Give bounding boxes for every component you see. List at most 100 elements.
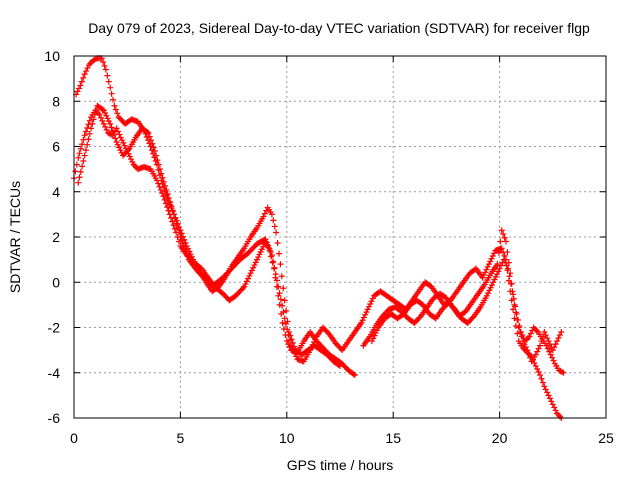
data-point-marker [479, 274, 486, 281]
data-point-marker [505, 277, 512, 284]
data-point-marker [175, 238, 182, 245]
data-point-marker [275, 250, 282, 257]
data-point-marker [266, 245, 273, 252]
data-point-marker [522, 344, 529, 351]
data-point-marker [535, 345, 542, 352]
data-point-marker [84, 65, 91, 72]
data-point-marker [544, 389, 551, 396]
data-point-marker [279, 302, 286, 309]
data-point-marker [325, 329, 332, 336]
data-point-marker [507, 270, 514, 277]
data-point-marker [262, 236, 269, 243]
data-point-marker [416, 314, 423, 321]
data-point-marker [103, 126, 110, 133]
data-point-marker [102, 123, 109, 130]
data-point-marker [146, 133, 153, 140]
data-point-marker [168, 203, 175, 210]
data-point-marker [263, 207, 270, 214]
data-point-marker [275, 283, 282, 290]
y-tick-label: 4 [52, 184, 60, 200]
data-point-marker [265, 242, 272, 249]
data-point-marker [552, 341, 559, 348]
data-point-marker [178, 237, 185, 244]
data-point-marker [185, 245, 192, 252]
data-point-marker [358, 319, 365, 326]
data-point-marker [251, 262, 258, 269]
data-point-marker [169, 218, 176, 225]
data-point-marker [550, 357, 557, 364]
data-point-marker [558, 329, 565, 336]
data-point-marker [104, 72, 111, 79]
data-point-marker [543, 342, 550, 349]
data-point-marker [489, 253, 496, 260]
data-point-marker [369, 295, 376, 302]
data-point-marker [77, 168, 84, 175]
data-point-marker [546, 395, 553, 402]
data-point-marker [281, 315, 288, 322]
data-point-marker [482, 269, 489, 276]
data-point-marker [279, 319, 286, 326]
data-point-marker [261, 210, 268, 217]
data-point-marker [150, 144, 157, 151]
data-point-marker [270, 258, 277, 265]
data-point-marker [245, 275, 252, 282]
data-point-marker [534, 348, 541, 355]
data-point-marker [112, 135, 119, 142]
data-point-marker [515, 324, 522, 331]
data-point-marker [547, 351, 554, 358]
data-point-marker [545, 338, 552, 345]
data-point-marker [173, 220, 180, 227]
data-point-marker [497, 238, 504, 245]
data-point-marker [484, 263, 491, 270]
data-point-marker [75, 154, 82, 161]
data-point-marker [267, 248, 274, 255]
data-point-marker [291, 350, 298, 357]
y-tick-label: 8 [52, 93, 60, 109]
data-point-marker [108, 90, 115, 97]
data-point-marker [72, 168, 79, 175]
data-point-marker [549, 354, 556, 361]
data-point-marker [485, 290, 492, 297]
data-point-marker [104, 115, 111, 122]
data-point-marker [280, 285, 287, 292]
data-point-marker [120, 139, 127, 146]
data-point-marker [506, 273, 513, 280]
data-point-marker [107, 84, 114, 91]
data-point-marker [541, 329, 548, 336]
data-point-marker [263, 239, 270, 246]
data-point-marker [148, 137, 155, 144]
data-point-marker [177, 234, 184, 240]
x-tick-label: 0 [70, 430, 78, 446]
data-point-marker [488, 255, 495, 262]
data-point-marker [496, 265, 503, 272]
data-point-marker [277, 261, 284, 268]
data-point-marker [83, 68, 90, 75]
data-point-marker [151, 148, 158, 155]
data-point-marker [546, 348, 553, 355]
y-tick-label: -4 [48, 365, 61, 381]
data-point-marker [176, 224, 183, 231]
data-point-marker [527, 330, 534, 337]
data-point-marker [367, 300, 374, 307]
data-point-marker [486, 287, 493, 294]
data-point-marker [162, 182, 169, 189]
data-point-marker [535, 368, 542, 375]
data-point-marker [76, 150, 83, 157]
data-point-marker [371, 332, 378, 339]
data-point-marker [247, 270, 254, 277]
data-point-marker [491, 276, 498, 283]
data-point-marker [532, 362, 539, 369]
chart-title: Day 079 of 2023, Sidereal Day-to-day VTE… [88, 20, 590, 36]
data-point-marker [500, 256, 507, 263]
data-point-marker [164, 191, 171, 198]
data-point-marker [272, 271, 279, 278]
data-point-marker [487, 258, 494, 265]
data-point-marker [181, 243, 188, 250]
data-point-marker [538, 338, 545, 345]
data-point-marker [495, 268, 502, 275]
data-point-marker [505, 265, 512, 272]
data-point-marker [542, 332, 549, 339]
data-point-marker [538, 375, 545, 382]
data-point-marker [552, 407, 559, 414]
data-point-marker [113, 138, 120, 145]
